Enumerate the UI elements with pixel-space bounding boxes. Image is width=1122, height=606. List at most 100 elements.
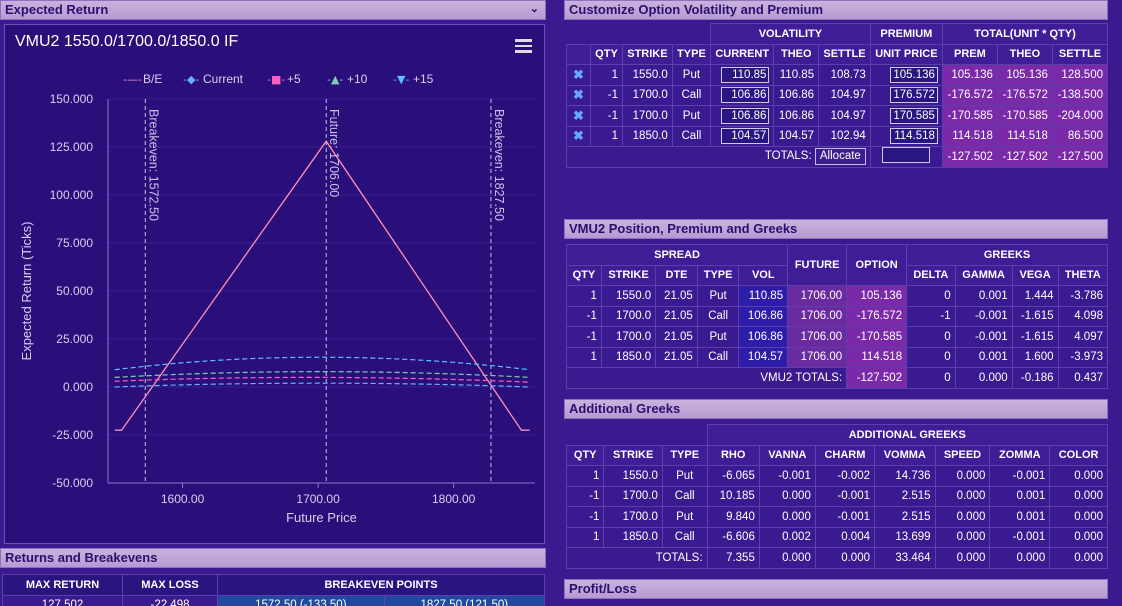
additional-cell: 9.840: [706, 506, 760, 528]
additional-cell: 0.004: [814, 526, 875, 548]
legend-label: B/E: [143, 72, 162, 86]
profit-loss-header[interactable]: Profit/Loss: [564, 579, 1108, 599]
total-group: TOTAL(UNIT * QTY): [941, 23, 1109, 45]
max-loss-value: -22.498: [122, 594, 218, 606]
customize-cell[interactable]: 104.57: [709, 125, 775, 147]
additional-cell: -0.001: [814, 485, 875, 507]
additional-col-7: SPEED: [934, 444, 991, 466]
expected-return-header[interactable]: Expected Return ⌄: [0, 0, 546, 20]
price-input[interactable]: 114.518: [889, 128, 938, 145]
remove-icon[interactable]: ✖: [573, 66, 584, 82]
position-total: -127.502: [846, 367, 908, 389]
returns-header[interactable]: Returns and Breakevens: [0, 548, 546, 568]
customize-col-9: SETTLE: [1051, 43, 1109, 65]
position-cell: 1.444: [1011, 285, 1059, 307]
customize-total: -127.502: [996, 146, 1053, 168]
additional-cell: 0.000: [934, 506, 991, 528]
remove-cell[interactable]: ✖: [566, 105, 591, 127]
legend-item[interactable]: -◆- Current: [183, 72, 244, 86]
additional-total: 7.355: [706, 547, 760, 569]
vol-input[interactable]: 106.86: [721, 87, 770, 104]
position-cell: -1.615: [1011, 305, 1059, 327]
customize-cell: -170.585: [996, 105, 1053, 127]
additional-cell: -1: [565, 485, 605, 507]
additional-cell: 1850.0: [603, 526, 663, 548]
position-col-0: QTY: [566, 264, 602, 286]
customize-cell: 108.73: [818, 64, 871, 86]
greeks-group: GREEKS: [906, 244, 1108, 266]
additional-cell: Call: [661, 485, 708, 507]
additional-cell: 0.000: [934, 485, 991, 507]
additional-cell: -1: [565, 506, 605, 528]
position-total: 0.000: [954, 367, 1013, 389]
remove-icon[interactable]: ✖: [573, 87, 584, 103]
y-axis-label: Expected Return (Ticks): [19, 222, 34, 361]
additional-group: ADDITIONAL GREEKS: [706, 424, 1109, 446]
remove-cell[interactable]: ✖: [566, 125, 591, 147]
option-col: OPTION: [846, 244, 908, 286]
additional-cell: 1: [565, 526, 605, 548]
legend-label: +10: [347, 72, 368, 86]
customize-cell: -170.585: [941, 105, 998, 127]
chevron-down-icon[interactable]: ⌄: [529, 3, 539, 15]
profit-loss-title: Profit/Loss: [569, 581, 637, 596]
customize-total: -127.500: [1051, 146, 1109, 168]
position-cell: Call: [696, 305, 740, 327]
additional-cell: 0.002: [758, 526, 816, 548]
position-header[interactable]: VMU2 Position, Premium and Greeks: [564, 219, 1108, 239]
additional-cell: 0.001: [989, 506, 1051, 528]
vol-input[interactable]: 104.57: [721, 128, 770, 145]
totals-price-input[interactable]: [882, 147, 931, 164]
additional-cell: Call: [661, 526, 708, 548]
series-line-2: [114, 376, 530, 383]
legend-item[interactable]: -—- B/E: [123, 72, 162, 86]
remove-cell[interactable]: ✖: [566, 64, 591, 86]
price-input[interactable]: 105.136: [889, 66, 938, 83]
position-title: VMU2 Position, Premium and Greeks: [569, 221, 798, 236]
remove-icon[interactable]: ✖: [573, 128, 584, 144]
position-cell: 21.05: [655, 305, 698, 327]
customize-cell[interactable]: 105.136: [869, 64, 943, 86]
additional-title: Additional Greeks: [569, 401, 681, 416]
customize-cell[interactable]: 176.572: [869, 84, 943, 106]
price-input[interactable]: 170.585: [889, 107, 938, 124]
customize-cell: 86.500: [1051, 125, 1109, 147]
customize-col-7: PREM: [941, 43, 998, 65]
additional-table: ADDITIONAL GREEKS QTY STRIKE TYPE RHO VANNA C…: [565, 424, 1109, 569]
customize-cell[interactable]: 114.518: [869, 125, 943, 147]
allocate-button[interactable]: Allocate: [814, 148, 866, 166]
legend-item[interactable]: -▼- +15: [393, 72, 434, 86]
remove-icon[interactable]: ✖: [573, 107, 584, 123]
customize-cell: Call: [671, 84, 711, 106]
price-input[interactable]: 176.572: [889, 87, 938, 104]
totals-label: TOTALS: Allocate: [566, 146, 871, 168]
y-tick-label: 75.000: [56, 236, 93, 250]
customize-title: Customize Option Volatility and Premium: [569, 2, 824, 17]
customize-cell[interactable]: 170.585: [869, 105, 943, 127]
customize-cell: Put: [671, 105, 711, 127]
customize-cell[interactable]: 106.86: [709, 84, 775, 106]
customize-col-3: CURRENT: [709, 43, 775, 65]
vol-input[interactable]: 106.86: [721, 107, 770, 124]
menu-icon[interactable]: [515, 39, 532, 53]
position-cell: 1706.00: [787, 305, 848, 327]
legend-item[interactable]: -▲- +10: [327, 72, 368, 86]
legend-item[interactable]: -■- +5: [267, 72, 301, 86]
legend-marker: -▲-: [327, 73, 343, 86]
position-cell: 0: [906, 346, 956, 368]
additional-header[interactable]: Additional Greeks: [564, 399, 1108, 419]
additional-cell: 0.000: [934, 526, 991, 548]
additional-col-4: VANNA: [758, 444, 816, 466]
volatility-group: VOLATILITY: [709, 23, 871, 45]
additional-cell: 1700.0: [603, 506, 663, 528]
breakeven-low: 1572.50 (-133.50): [217, 594, 385, 606]
customize-cell[interactable]: 106.86: [709, 105, 775, 127]
remove-cell[interactable]: ✖: [566, 84, 591, 106]
customize-header[interactable]: Customize Option Volatility and Premium: [564, 0, 1108, 20]
vol-input[interactable]: 110.85: [721, 66, 770, 83]
totals-price-cell[interactable]: [869, 146, 943, 168]
y-tick-label: 25.000: [56, 332, 93, 346]
additional-total: 0.000: [934, 547, 991, 569]
customize-cell[interactable]: 110.85: [709, 64, 775, 86]
additional-col-6: VOMMA: [873, 444, 936, 466]
